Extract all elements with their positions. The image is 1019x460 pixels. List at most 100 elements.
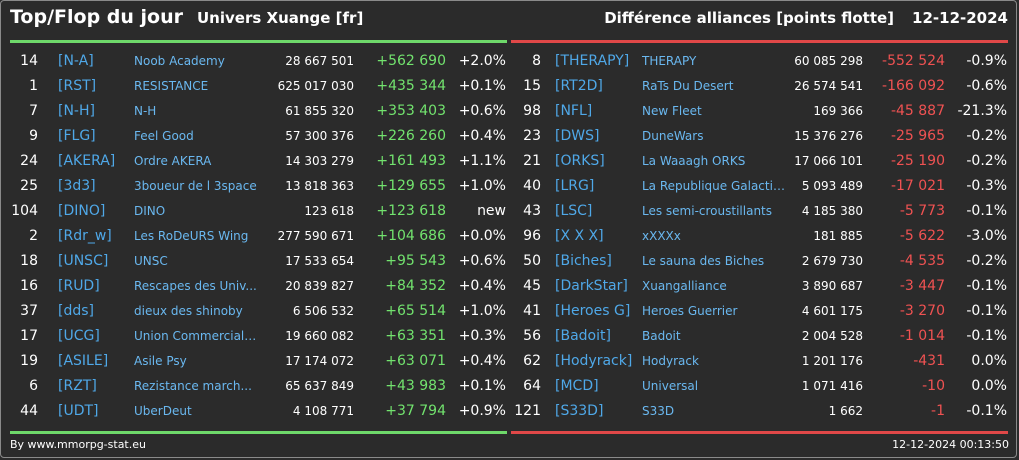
- rank-cell: 23: [523, 127, 541, 144]
- rank-cell: 14: [20, 52, 38, 69]
- alliance-name-link[interactable]: Badoit: [642, 328, 681, 343]
- table-row: 41 [Heroes G] Heroes Guerrier 4 601 175 -3 2…: [511, 298, 1008, 323]
- rank-cell: 62: [523, 352, 541, 369]
- alliance-tag-link[interactable]: [NFL]: [555, 102, 593, 119]
- alliance-name-link[interactable]: 3boueur de l 3space: [134, 178, 257, 193]
- percent-cell: +1.0%: [458, 177, 506, 194]
- alliance-name-link[interactable]: DuneWars: [642, 128, 704, 143]
- table-row: 6 [RZT] Rezistance march... 65 637 849 +43 9…: [10, 373, 507, 398]
- percent-cell: +0.4%: [458, 352, 506, 369]
- alliance-name-link[interactable]: Xuangalliance: [642, 278, 727, 293]
- table-row: 37 [dds] dieux des shinoby 6 506 532 +65 514…: [10, 298, 507, 323]
- points-cell: 17 533 654: [285, 253, 354, 268]
- alliance-tag-link[interactable]: [RST]: [58, 77, 97, 94]
- percent-cell: -0.2%: [966, 252, 1007, 269]
- table-row: 14 [N-A] Noob Academy 28 667 501 +562 690 +2.…: [10, 48, 507, 73]
- points-cell: 625 017 030: [277, 78, 354, 93]
- percent-cell: -0.1%: [966, 402, 1007, 419]
- alliance-tag-link[interactable]: [LSC]: [555, 202, 593, 219]
- difference-cell: +226 260: [376, 127, 446, 144]
- alliance-tag-link[interactable]: [ORKS]: [555, 152, 605, 169]
- alliance-tag-link[interactable]: [ASILE]: [58, 352, 109, 369]
- percent-cell: -0.1%: [966, 302, 1007, 319]
- alliance-tag-link[interactable]: [UCG]: [58, 327, 100, 344]
- difference-cell: -166 092: [882, 77, 945, 94]
- alliance-name-link[interactable]: RESISTANCE: [134, 78, 209, 93]
- alliance-tag-link[interactable]: [RUD]: [58, 277, 100, 294]
- alliance-name-link[interactable]: Heroes Guerrier: [642, 303, 738, 318]
- alliance-tag-link[interactable]: [LRG]: [555, 177, 595, 194]
- alliance-name-link[interactable]: S33D: [642, 403, 675, 418]
- alliance-tag-link[interactable]: [3d3]: [58, 177, 96, 194]
- percent-cell: -0.6%: [966, 77, 1007, 94]
- alliance-tag-link[interactable]: [FLG]: [58, 127, 96, 144]
- alliance-name-link[interactable]: Rescapes des Univ...: [134, 278, 257, 293]
- alliance-name-link[interactable]: DINO: [134, 203, 166, 218]
- table-row: 19 [ASILE] Asile Psy 17 174 072 +63 071 +0.4%: [10, 348, 507, 373]
- alliance-tag-link[interactable]: [MCD]: [555, 377, 599, 394]
- percent-cell: +0.6%: [458, 102, 506, 119]
- alliance-tag-link[interactable]: [Biches]: [555, 252, 612, 269]
- alliance-name-link[interactable]: xXXXx: [642, 228, 681, 243]
- alliance-tag-link[interactable]: [N-A]: [58, 52, 94, 69]
- alliance-name-link[interactable]: Les semi-croustillants: [642, 203, 773, 218]
- alliance-tag-link[interactable]: [DINO]: [58, 202, 106, 219]
- alliance-name-link[interactable]: N-H: [134, 103, 157, 118]
- alliance-tag-link[interactable]: [N-H]: [58, 102, 95, 119]
- alliance-name-link[interactable]: UberDeut: [134, 403, 192, 418]
- alliance-tag-link[interactable]: [UDT]: [58, 402, 99, 419]
- alliance-tag-link[interactable]: [AKERA]: [58, 152, 116, 169]
- alliance-tag-link[interactable]: [X X X]: [555, 227, 604, 244]
- alliance-tag-link[interactable]: [S33D]: [555, 402, 604, 419]
- points-cell: 14 303 279: [285, 153, 354, 168]
- points-cell: 17 174 072: [285, 353, 354, 368]
- percent-cell: +0.9%: [458, 402, 506, 419]
- points-cell: 1 662: [828, 403, 863, 418]
- alliance-tag-link[interactable]: [DWS]: [555, 127, 600, 144]
- rank-cell: 9: [29, 127, 38, 144]
- rank-cell: 17: [20, 327, 38, 344]
- alliance-tag-link[interactable]: [RZT]: [58, 377, 97, 394]
- alliance-tag-link[interactable]: [THERAPY]: [555, 52, 630, 69]
- alliance-tag-link[interactable]: [RT2D]: [555, 77, 603, 94]
- alliance-name-link[interactable]: La Waaagh ORKS: [642, 153, 746, 168]
- rank-cell: 50: [523, 252, 541, 269]
- alliance-name-link[interactable]: Le sauna des Biches: [642, 253, 765, 268]
- table-row: 7 [N-H] N-H 61 855 320 +353 403 +0.6%: [10, 98, 507, 123]
- alliance-name-link[interactable]: Feel Good: [134, 128, 194, 143]
- alliance-tag-link[interactable]: [Badoit]: [555, 327, 611, 344]
- top-gainers-table: 14 [N-A] Noob Academy 28 667 501 +562 690 +2.…: [10, 48, 507, 423]
- alliance-tag-link[interactable]: [Heroes G]: [555, 302, 631, 319]
- alliance-tag-link[interactable]: [Rdr_w]: [58, 227, 112, 244]
- percent-cell: -0.3%: [966, 177, 1007, 194]
- difference-cell: -5 773: [899, 202, 945, 219]
- difference-cell: -3 270: [899, 302, 945, 319]
- alliance-tag-link[interactable]: [UNSC]: [58, 252, 109, 269]
- alliance-tag-link[interactable]: [dds]: [58, 302, 94, 319]
- alliance-name-link[interactable]: New Fleet: [642, 103, 702, 118]
- alliance-name-link[interactable]: Universal: [642, 378, 699, 393]
- alliance-name-link[interactable]: Noob Academy: [134, 53, 225, 68]
- alliance-name-link[interactable]: Union Commerciale...: [134, 328, 258, 343]
- rank-cell: 16: [20, 277, 38, 294]
- alliance-name-link[interactable]: Rezistance march...: [134, 378, 252, 393]
- alliance-name-link[interactable]: Ordre AKERA: [134, 153, 212, 168]
- alliance-tag-link[interactable]: [Hodyrack]: [555, 352, 633, 369]
- alliance-name-link[interactable]: UNSC: [134, 253, 168, 268]
- table-row: 21 [ORKS] La Waaagh ORKS 17 066 101 -25 190 -…: [511, 148, 1008, 173]
- alliance-name-link[interactable]: Hodyrack: [642, 353, 699, 368]
- footer-timestamp: 12-12-2024 00:13:50: [892, 438, 1009, 451]
- alliance-name-link[interactable]: La Republique Galactique: [642, 178, 788, 193]
- table-row: 2 [Rdr_w] Les RoDeURS Wing 277 590 671 +104 …: [10, 223, 507, 248]
- rank-cell: 1: [29, 77, 38, 94]
- alliance-name-link[interactable]: RaTs Du Desert: [642, 78, 734, 93]
- alliance-name-link[interactable]: THERAPY: [642, 53, 697, 68]
- alliance-name-link[interactable]: Asile Psy: [134, 353, 187, 368]
- points-cell: 4 108 771: [292, 403, 354, 418]
- alliance-name-link[interactable]: Les RoDeURS Wing: [134, 228, 249, 243]
- points-cell: 123 618: [304, 203, 354, 218]
- alliance-tag-link[interactable]: [DarkStar]: [555, 277, 628, 294]
- alliance-name-link[interactable]: dieux des shinoby: [134, 303, 243, 318]
- points-cell: 13 818 363: [285, 178, 354, 193]
- table-row: 15 [RT2D] RaTs Du Desert 26 574 541 -166 092…: [511, 73, 1008, 98]
